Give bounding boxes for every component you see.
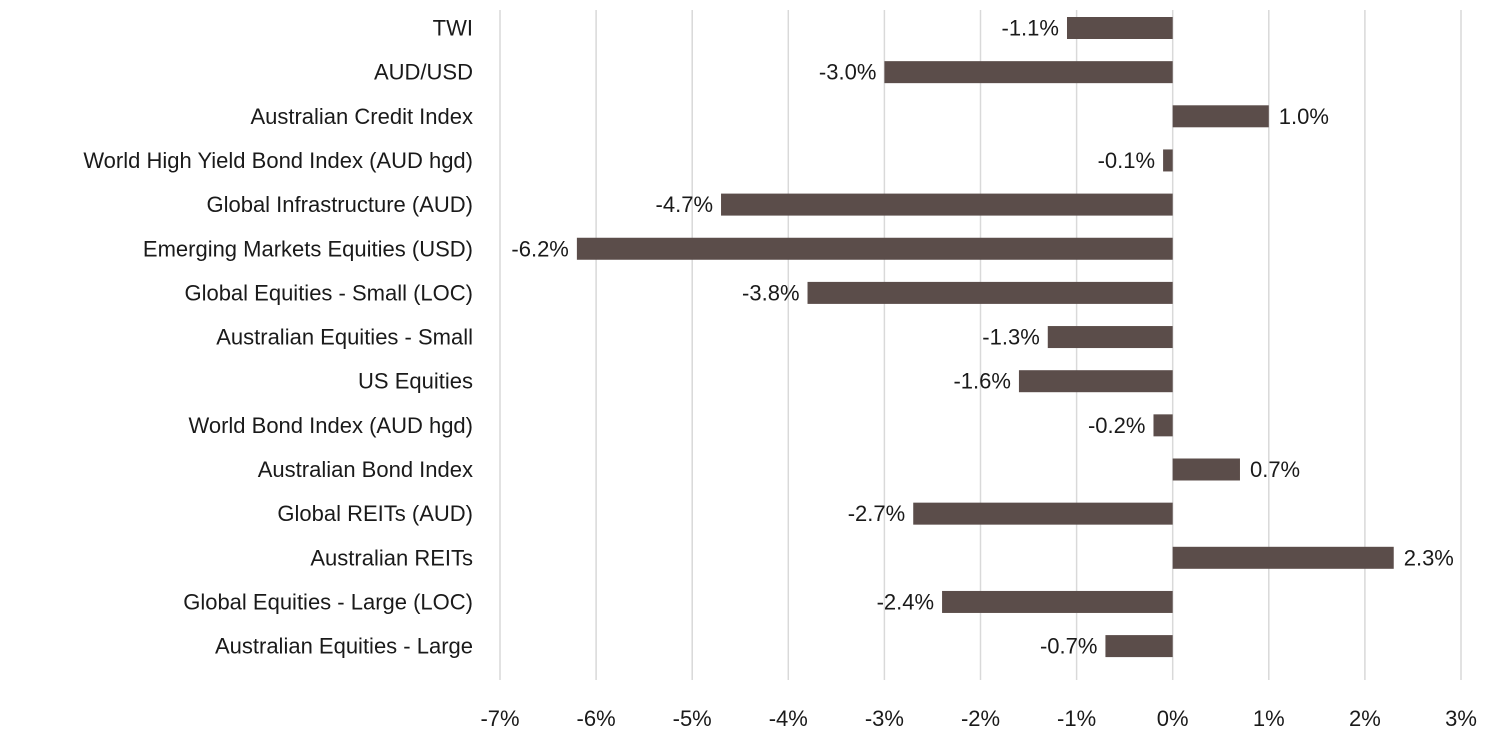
category-label: Global REITs (AUD) — [277, 501, 473, 526]
category-label: Australian Credit Index — [250, 104, 473, 129]
x-tick-label: -5% — [673, 706, 712, 731]
bar — [1172, 458, 1240, 481]
x-axis-tick-labels: -7% -6% -5% -4% -3% -2% -1% 0% 1% 2% 3% — [480, 706, 1476, 731]
data-label: -1.3% — [982, 325, 1039, 350]
category-label: Australian Bond Index — [258, 457, 473, 482]
bar — [1172, 546, 1394, 569]
bar — [1163, 149, 1173, 172]
bar — [884, 61, 1173, 84]
category-label: Emerging Markets Equities (USD) — [143, 236, 473, 261]
bar — [1153, 414, 1173, 437]
category-label: Global Infrastructure (AUD) — [206, 192, 473, 217]
data-label: -0.7% — [1040, 634, 1097, 659]
data-label: -1.1% — [1002, 16, 1059, 41]
data-label: 2.3% — [1404, 545, 1454, 570]
x-tick-label: -1% — [1057, 706, 1096, 731]
data-label: -4.7% — [656, 192, 713, 217]
data-label: -3.0% — [819, 60, 876, 85]
bar — [1066, 17, 1173, 39]
data-label: 0.7% — [1250, 457, 1300, 482]
x-tick-label: -4% — [769, 706, 808, 731]
bar — [576, 237, 1173, 260]
x-tick-label: 2% — [1349, 706, 1381, 731]
category-label: Global Equities - Large (LOC) — [183, 589, 473, 614]
category-label: AUD/USD — [374, 60, 473, 85]
x-tick-label: -6% — [577, 706, 616, 731]
data-label: -0.2% — [1088, 413, 1145, 438]
category-label: Australian Equities - Small — [216, 325, 473, 350]
bar — [1047, 326, 1173, 349]
bar — [1172, 105, 1269, 128]
bars — [576, 17, 1394, 658]
category-label: Australian Equities - Large — [215, 634, 473, 659]
category-label: World Bond Index (AUD hgd) — [188, 413, 473, 438]
data-label: -6.2% — [511, 236, 568, 261]
data-label: -3.8% — [742, 280, 799, 305]
category-label: Global Equities - Small (LOC) — [184, 280, 473, 305]
data-label: -2.7% — [848, 501, 905, 526]
category-label: TWI — [433, 16, 473, 41]
bar — [721, 193, 1173, 216]
x-tick-label: 3% — [1445, 706, 1477, 731]
bar — [1018, 370, 1173, 393]
x-tick-label: -3% — [865, 706, 904, 731]
x-tick-label: -7% — [480, 706, 519, 731]
category-labels: TWI AUD/USD Australian Credit Index World H… — [83, 16, 473, 659]
data-labels: -1.1% -3.0% 1.0% -0.1% -4.7% -6.2% -3.8% -1.3% -… — [511, 16, 1453, 659]
x-tick-label: -2% — [961, 706, 1000, 731]
bar — [913, 502, 1173, 525]
data-label: 1.0% — [1279, 104, 1329, 129]
data-label: -0.1% — [1098, 148, 1155, 173]
bar — [942, 590, 1173, 613]
category-label: US Equities — [358, 369, 473, 394]
data-label: -1.6% — [953, 369, 1010, 394]
bar — [1105, 635, 1173, 658]
category-label: World High Yield Bond Index (AUD hgd) — [83, 148, 473, 173]
data-label: -2.4% — [877, 589, 934, 614]
bar — [807, 281, 1173, 304]
x-tick-label: 0% — [1157, 706, 1189, 731]
category-label: Australian REITs — [310, 545, 473, 570]
x-tick-label: 1% — [1253, 706, 1285, 731]
